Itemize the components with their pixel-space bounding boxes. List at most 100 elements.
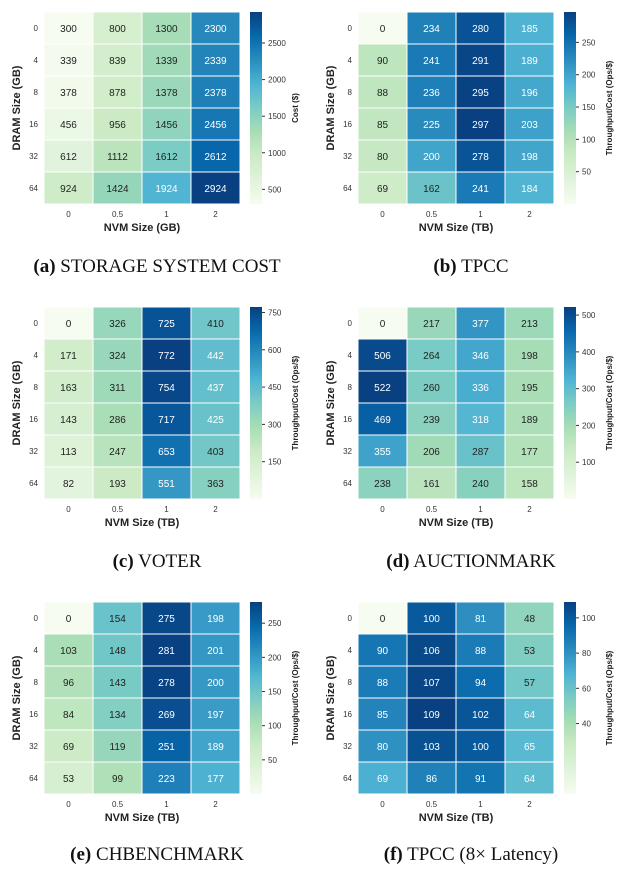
y-tick-label: 64 [343,184,352,193]
cell-value-label: 0 [380,319,386,330]
x-tick-label: 0.5 [426,505,438,514]
heatmap-cell [357,729,408,763]
cell-value-label: 275 [158,614,175,625]
heatmap-cell [92,434,143,468]
y-tick-label: 8 [34,383,39,392]
x-tick-label: 2 [213,800,218,809]
x-axis-label: NVM Size (TB) [419,517,494,529]
caption-text: TPCC [461,256,509,277]
cell-value-label: 241 [423,56,440,67]
cell-value-label: 86 [426,774,438,785]
y-tick-label: 16 [29,120,38,129]
colorbar-tick-label: 100 [582,458,596,467]
cell-value-label: 839 [109,56,126,67]
heatmap-cell [504,761,555,795]
cell-value-label: 217 [423,319,440,330]
cell-value-label: 69 [63,742,75,753]
cell-value-label: 612 [60,152,77,163]
x-tick-label: 1 [164,800,169,809]
heatmap-cell [406,43,457,77]
x-tick-label: 1 [164,505,169,514]
heatmap-cell [357,171,408,205]
cell-value-label: 326 [109,319,126,330]
cell-value-label: 82 [63,479,75,490]
colorbar-label: Throughput/Cost (Ops/$) [291,650,300,745]
colorbar-tick-label: 2000 [268,76,286,85]
cell-value-label: 109 [423,710,440,721]
colorbar-tick-label: 100 [268,722,282,731]
y-tick-label: 0 [348,24,353,33]
cell-value-label: 198 [521,351,538,362]
colorbar [564,602,576,794]
heatmap-cell [190,75,241,109]
cell-value-label: 1300 [155,24,178,35]
caption-b: (b) TPCC [314,256,628,278]
caption-text: AUCTIONMARK [413,551,556,572]
cell-value-label: 85 [377,710,389,721]
cell-value-label: 84 [63,710,75,721]
cell-value-label: 754 [158,383,175,394]
colorbar [250,12,262,204]
colorbar-tick-label: 300 [268,420,282,429]
heatmap-cell [504,402,555,436]
cell-value-label: 80 [377,742,389,753]
heatmap-cell [455,11,506,45]
x-tick-label: 0 [66,505,71,514]
caption-label: (b) [433,256,457,277]
cell-value-label: 113 [61,447,77,458]
heatmap-cell [357,665,408,699]
cell-value-label: 300 [60,24,77,35]
cell-value-label: 100 [472,742,489,753]
colorbar-tick-label: 250 [582,38,596,47]
y-tick-label: 32 [29,742,38,751]
y-tick-label: 0 [348,614,353,623]
cell-value-label: 88 [377,678,389,689]
heatmap-cell [43,338,94,372]
y-tick-label: 64 [29,774,38,783]
cell-value-label: 725 [158,319,175,330]
cell-value-label: 189 [521,56,538,67]
cell-value-label: 281 [158,646,175,657]
heatmap-cell [92,466,143,500]
colorbar-tick-label: 100 [582,135,596,144]
y-tick-label: 16 [343,710,352,719]
cell-value-label: 278 [158,678,175,689]
colorbar-label: Throughput/Cost (Ops/$) [605,60,614,155]
cell-value-label: 64 [524,710,536,721]
y-axis-label: DRAM Size (GB) [11,65,23,150]
heatmap-cell [141,402,192,436]
cell-value-label: 198 [521,152,538,163]
heatmap-cell [43,11,94,45]
heatmap-cell [455,601,506,635]
heatmap-cell [504,370,555,404]
x-tick-label: 2 [527,800,532,809]
heatmap-cell [141,338,192,372]
caption-f: (f) TPCC (8× Latency) [314,844,628,866]
heatmap-cell [455,139,506,173]
cell-value-label: 154 [109,614,126,625]
caption-c: (c) VOTER [0,551,314,573]
heatmap-cell [43,697,94,731]
y-tick-label: 32 [343,447,352,456]
cell-value-label: 311 [110,383,126,394]
heatmap-cell [92,761,143,795]
heatmap-cell [92,139,143,173]
colorbar-tick-label: 50 [268,756,277,765]
y-axis-label: DRAM Size (GB) [11,655,23,740]
y-tick-label: 16 [29,415,38,424]
cell-value-label: 260 [423,383,440,394]
cell-value-label: 1378 [155,88,178,99]
cell-value-label: 143 [109,678,126,689]
cell-value-label: 0 [380,614,386,625]
cell-value-label: 355 [374,447,391,458]
heatmap-cell [190,107,241,141]
colorbar-tick-label: 50 [582,168,591,177]
cell-value-label: 287 [472,447,489,458]
x-tick-label: 1 [478,210,483,219]
caption-text: TPCC (8× Latency) [407,844,559,865]
heatmap-cell [504,697,555,731]
caption-label: (d) [386,551,410,572]
heatmap-cell [141,139,192,173]
